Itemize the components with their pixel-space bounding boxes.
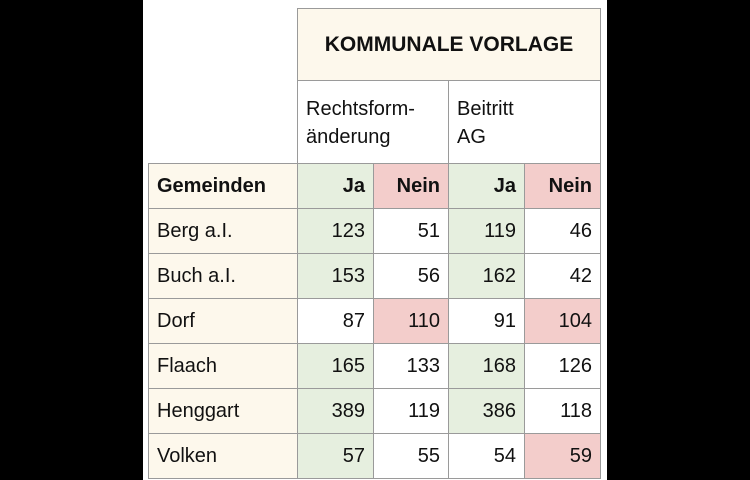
- vote-count: 153: [297, 253, 374, 299]
- vote-count: 119: [448, 208, 525, 254]
- municipality: Volken: [148, 433, 298, 479]
- municipality: Flaach: [148, 343, 298, 389]
- vote-count: 133: [373, 343, 449, 389]
- vote-count: 389: [297, 388, 374, 434]
- municipality: Berg a.I.: [148, 208, 298, 254]
- vote-count: 119: [373, 388, 449, 434]
- vote-count: 42: [524, 253, 601, 299]
- vote-count: 386: [448, 388, 525, 434]
- vote-count: 162: [448, 253, 525, 299]
- data-row: Henggart 389 119 386 118: [148, 388, 601, 434]
- data-row: Dorf 87 110 91 104: [148, 298, 601, 344]
- vote-count: 123: [297, 208, 374, 254]
- vote-count: 165: [297, 343, 374, 389]
- vote-count: 110: [373, 298, 449, 344]
- municipality: Buch a.I.: [148, 253, 298, 299]
- results-table: KOMMUNALE VORLAGE Rechtsform- änderung B…: [148, 8, 601, 479]
- vote-count: 91: [448, 298, 525, 344]
- group-header: Beitritt AG: [448, 80, 601, 164]
- data-row: Berg a.I. 123 51 119 46: [148, 208, 601, 254]
- vote-count: 46: [524, 208, 601, 254]
- vote-count: 55: [373, 433, 449, 479]
- paper: KOMMUNALE VORLAGE Rechtsform- änderung B…: [143, 0, 607, 480]
- vote-header: Ja: [297, 163, 374, 209]
- vote-count: 168: [448, 343, 525, 389]
- group-row: Rechtsform- änderung Beitritt AG: [149, 80, 601, 164]
- vote-count: 57: [297, 433, 374, 479]
- data-row: Buch a.I. 153 56 162 42: [148, 253, 601, 299]
- title-row: KOMMUNALE VORLAGE: [148, 8, 601, 164]
- vote-count: 51: [373, 208, 449, 254]
- vote-count: 56: [373, 253, 449, 299]
- vote-header: Nein: [524, 163, 601, 209]
- vote-header: Ja: [448, 163, 525, 209]
- column-header: Gemeinden: [148, 163, 298, 209]
- vote-count: 54: [448, 433, 525, 479]
- vote-count: 126: [524, 343, 601, 389]
- vote-header: Nein: [373, 163, 449, 209]
- table-body: KOMMUNALE VORLAGE Rechtsform- änderung B…: [148, 8, 601, 479]
- data-row: Volken 57 55 54 59: [148, 433, 601, 479]
- empty-cell: [148, 8, 298, 164]
- municipality: Dorf: [148, 298, 298, 344]
- municipality: Henggart: [148, 388, 298, 434]
- vote-count: 118: [524, 388, 601, 434]
- data-row: Flaach 165 133 168 126: [148, 343, 601, 389]
- table-title: KOMMUNALE VORLAGE: [297, 8, 601, 81]
- vote-count: 59: [524, 433, 601, 479]
- group-header: Rechtsform- änderung: [297, 80, 449, 164]
- vote-count: 87: [297, 298, 374, 344]
- vote-count: 104: [524, 298, 601, 344]
- header-row: Gemeinden Ja Nein Ja Nein: [148, 163, 601, 209]
